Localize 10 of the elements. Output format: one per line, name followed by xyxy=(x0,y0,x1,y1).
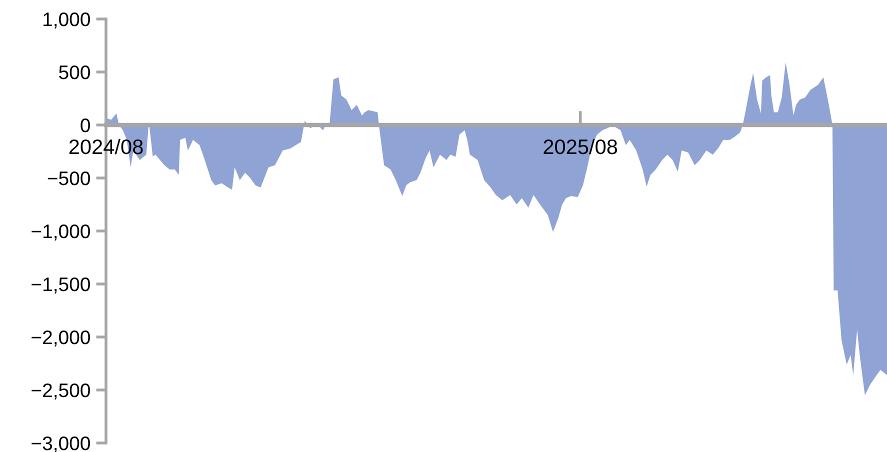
y-tick-label: −2,500 xyxy=(32,383,90,400)
y-tick-label: −1,000 xyxy=(32,224,90,241)
x-tick-label: 2025/08 xyxy=(544,138,618,154)
y-tick-label: 1,000 xyxy=(44,12,90,29)
y-tick-label: 0 xyxy=(80,118,90,132)
y-tick-label: −500 xyxy=(48,171,90,186)
x-tick-label: 2024/08 xyxy=(69,138,143,154)
y-tick-label: −1,500 xyxy=(32,277,90,294)
y-tick-label: −2,000 xyxy=(32,330,90,347)
y-tick-label: 500 xyxy=(59,65,90,80)
